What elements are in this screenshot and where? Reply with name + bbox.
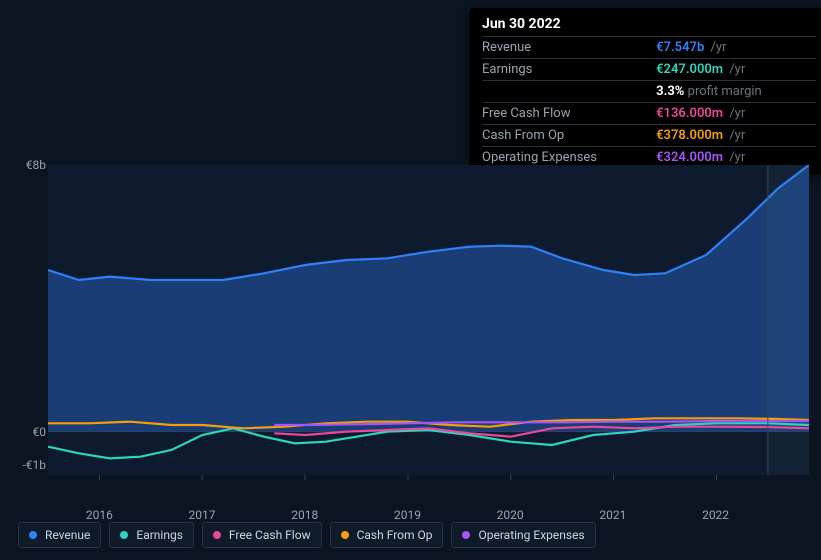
- x-tick-label: 2021: [599, 508, 626, 522]
- tooltip-row-sub: 3.3% profit margin: [656, 81, 816, 103]
- x-tick-label: 2020: [497, 508, 524, 522]
- plot-svg: [18, 165, 809, 490]
- x-tick-label: 2016: [86, 508, 113, 522]
- x-tick-label: 2019: [394, 508, 421, 522]
- legend-label: Cash From Op: [357, 528, 433, 542]
- tooltip-date: Jun 30 2022: [482, 16, 816, 32]
- legend-item[interactable]: Free Cash Flow: [202, 522, 322, 548]
- legend-dot: [341, 531, 349, 539]
- legend-item[interactable]: Earnings: [109, 522, 194, 548]
- legend-dot: [120, 531, 128, 539]
- tooltip-row-label: Revenue: [482, 37, 656, 59]
- plot-area[interactable]: [18, 165, 809, 490]
- tooltip-table: Revenue€7.547b /yrEarnings€247.000m /yr3…: [482, 36, 816, 168]
- legend-dot: [213, 531, 221, 539]
- y-tick-label: €8b: [0, 158, 46, 172]
- tooltip-row-value: €136.000m /yr: [656, 103, 816, 125]
- hover-tooltip: Jun 30 2022 Revenue€7.547b /yrEarnings€2…: [470, 8, 821, 174]
- legend-label: Free Cash Flow: [229, 528, 311, 542]
- x-tick-label: 2018: [291, 508, 318, 522]
- tooltip-row-value: €247.000m /yr: [656, 59, 816, 81]
- y-tick-label: -€1b: [0, 458, 46, 472]
- legend-item[interactable]: Revenue: [18, 522, 101, 548]
- x-tick-label: 2017: [189, 508, 216, 522]
- y-tick-label: €0: [0, 425, 46, 439]
- tooltip-row-value: €378.000m /yr: [656, 125, 816, 147]
- legend-item[interactable]: Cash From Op: [330, 522, 444, 548]
- x-tick-label: 2022: [702, 508, 729, 522]
- legend-label: Earnings: [136, 528, 183, 542]
- legend-label: Revenue: [45, 528, 90, 542]
- legend-dot: [462, 531, 470, 539]
- tooltip-row-label: Earnings: [482, 59, 656, 81]
- chart-container: Jun 30 2022 Revenue€7.547b /yrEarnings€2…: [0, 0, 821, 560]
- legend-label: Operating Expenses: [478, 528, 584, 542]
- tooltip-row-label: Free Cash Flow: [482, 103, 656, 125]
- legend: Revenue Earnings Free Cash Flow Cash From O…: [18, 522, 596, 548]
- tooltip-row-value: €7.547b /yr: [656, 37, 816, 59]
- legend-dot: [29, 531, 37, 539]
- tooltip-row-label: Cash From Op: [482, 125, 656, 147]
- legend-item[interactable]: Operating Expenses: [451, 522, 595, 548]
